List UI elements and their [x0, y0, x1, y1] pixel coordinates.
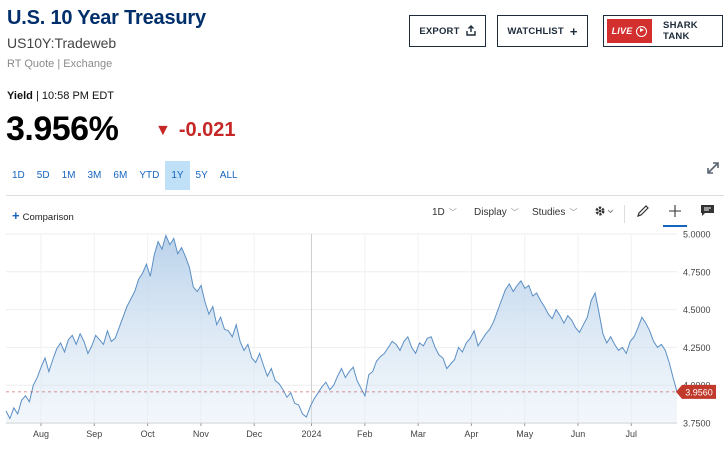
pencil-icon[interactable] — [636, 204, 650, 221]
plus-icon: + — [12, 208, 20, 223]
chart-toolbar: + Comparison 1D ﹀ Display ﹀ Studies ﹀ — [0, 201, 724, 227]
play-icon — [636, 25, 648, 37]
x-tick-label: Feb — [357, 429, 373, 439]
comparison-label: Comparison — [22, 212, 74, 223]
comparison-button[interactable]: + Comparison — [12, 208, 74, 223]
expand-icon[interactable] — [706, 161, 720, 180]
range-5d[interactable]: 5D — [36, 170, 50, 181]
last-price: 3.956% — [6, 110, 119, 148]
x-tick-label: Oct — [141, 429, 156, 439]
last-value-badge — [676, 384, 716, 399]
toolbar-separator — [624, 205, 625, 223]
down-arrow-icon: ▼ — [155, 121, 171, 139]
x-tick-label: Aug — [33, 429, 49, 439]
share-icon — [465, 24, 476, 39]
range-6m[interactable]: 6M — [113, 170, 128, 181]
x-tick-label: Nov — [193, 429, 210, 439]
chevron-down-icon: ﹀ — [448, 208, 457, 217]
area-fill — [6, 235, 677, 423]
export-label: EXPORT — [419, 25, 460, 37]
quote-time: 10:58 PM EDT — [41, 90, 115, 102]
y-tick-label: 3.7500 — [683, 419, 711, 429]
range-5y[interactable]: 5Y — [195, 170, 208, 181]
display-label: Display — [474, 207, 507, 218]
y-tick-label: 4.5000 — [683, 305, 711, 315]
price-change: ▼ -0.021 — [155, 119, 236, 142]
live-show-label: SHARK TANK — [663, 20, 698, 42]
interval-dropdown[interactable]: 1D ﹀ — [432, 207, 457, 218]
live-label: LIVE — [611, 26, 633, 36]
crosshair-active-indicator — [663, 225, 687, 227]
x-tick-label: Jul — [626, 429, 638, 439]
x-tick-label: Sep — [86, 429, 102, 439]
yield-timestamp: Yield | 10:58 PM EDT — [7, 90, 115, 102]
range-1m[interactable]: 1M — [61, 170, 76, 181]
y-tick-label: 5.0000 — [683, 230, 711, 240]
quote-source: RT Quote | Exchange — [7, 58, 113, 70]
page-title: U.S. 10 Year Treasury — [7, 7, 206, 29]
range-3m[interactable]: 3M — [87, 170, 102, 181]
display-dropdown[interactable]: Display ﹀ — [474, 207, 519, 218]
export-button[interactable]: EXPORT — [409, 15, 486, 47]
range-1y[interactable]: 1Y — [165, 161, 190, 190]
x-tick-label: Apr — [464, 429, 478, 439]
live-badge: LIVE — [607, 19, 653, 43]
x-tick-label: Dec — [246, 429, 263, 439]
watchlist-label: WATCHLIST — [507, 25, 564, 37]
range-1d[interactable]: 1D — [12, 170, 25, 181]
yield-chart[interactable]: 5.00004.75004.50004.25004.00003.7500AugS… — [0, 230, 724, 457]
divider — [6, 195, 724, 196]
change-value: -0.021 — [178, 119, 236, 141]
interval-label: 1D — [432, 207, 445, 218]
range-selector: 1D 5D 1M 3M 6M YTD 1Y 5Y ALL — [6, 161, 244, 190]
range-ytd[interactable]: YTD — [139, 170, 160, 181]
chevron-down-icon: ﹀ — [569, 208, 578, 217]
chart-svg: 5.00004.75004.50004.25004.00003.7500AugS… — [5, 230, 716, 439]
y-tick-label: 4.7500 — [683, 267, 711, 277]
chevron-down-icon: ﹀ — [510, 208, 519, 217]
x-tick-label: Jun — [571, 429, 586, 439]
annotation-icon[interactable] — [700, 204, 715, 220]
watchlist-button[interactable]: WATCHLIST + — [497, 15, 588, 47]
x-tick-label: Mar — [410, 429, 426, 439]
yield-label: Yield — [7, 90, 33, 102]
studies-label: Studies — [532, 207, 566, 218]
gear-icon[interactable] — [593, 204, 615, 221]
live-tv-button[interactable]: LIVE SHARK TANK — [603, 15, 723, 47]
studies-dropdown[interactable]: Studies ﹀ — [532, 207, 577, 218]
plus-icon: + — [569, 23, 578, 39]
crosshair-icon[interactable] — [668, 204, 682, 221]
symbol-label: US10Y:Tradeweb — [7, 35, 117, 51]
last-value-label: 3.9560 — [685, 387, 713, 397]
y-tick-label: 4.2500 — [683, 343, 711, 353]
range-all[interactable]: ALL — [219, 170, 238, 181]
price-line — [5, 234, 678, 420]
x-tick-label: 2024 — [301, 429, 321, 439]
x-tick-label: May — [516, 429, 534, 439]
